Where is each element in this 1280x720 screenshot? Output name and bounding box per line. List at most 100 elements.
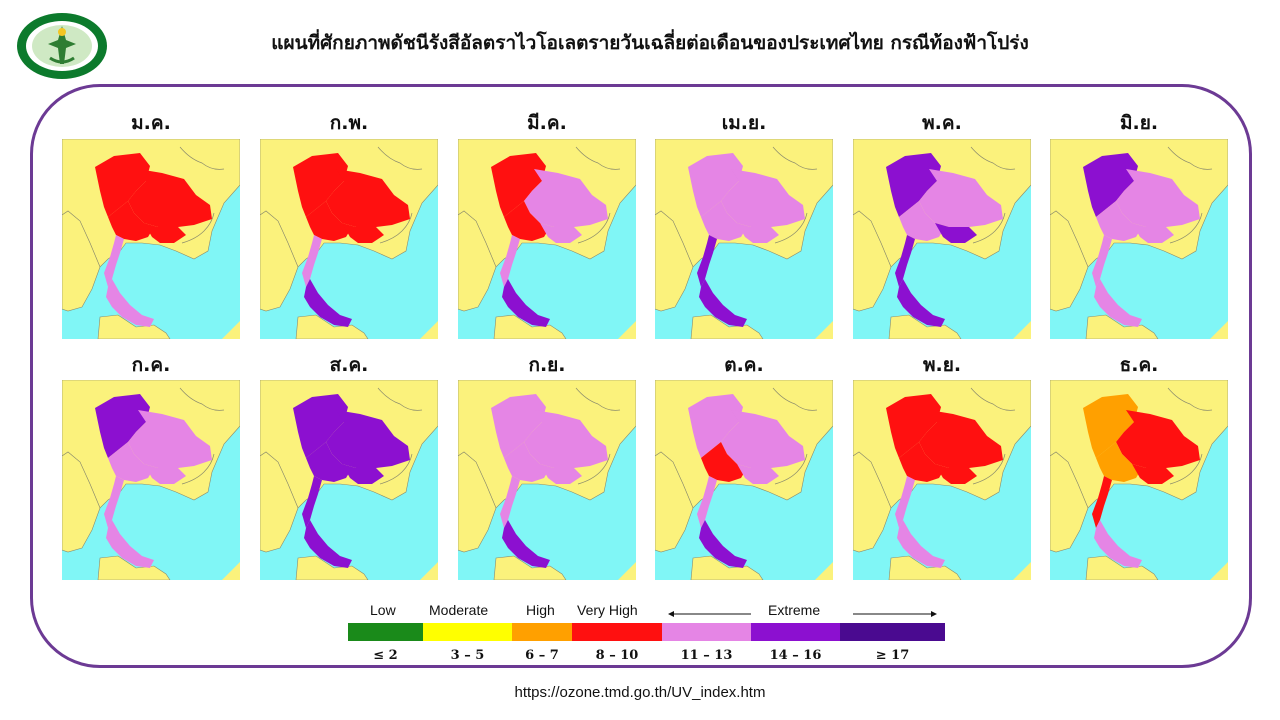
island-land: [1013, 562, 1031, 580]
month-label: พ.ค.: [922, 112, 962, 134]
uv-zone-northeast: [919, 169, 1003, 227]
uv-zone-east: [935, 464, 977, 484]
neighbor-land-west: [458, 210, 497, 312]
uv-map: [62, 139, 240, 339]
island-land: [420, 321, 438, 339]
neighbor-land-west: [458, 451, 497, 553]
border-line: [181, 453, 215, 485]
uv-map: [853, 380, 1031, 580]
maps-frame: [30, 84, 1252, 668]
uv-zone-north: [293, 394, 348, 458]
border-line: [772, 387, 818, 411]
border-line: [577, 453, 611, 485]
uv-zone-northeast: [721, 410, 805, 468]
neighbor-land-south: [1085, 314, 1159, 339]
uv-zone-central: [306, 442, 352, 482]
uv-zone-upper_south: [104, 476, 124, 528]
legend-range-label: 3 – 5: [450, 648, 485, 663]
uv-map: [458, 139, 636, 339]
border-line: [379, 212, 413, 244]
uv-zone-east: [1132, 223, 1174, 243]
uv-map: [260, 380, 438, 580]
extreme-right-arrow: →: [852, 609, 938, 619]
uv-map: [1050, 139, 1228, 339]
uv-zone-upper_south: [500, 476, 520, 528]
uv-zone-northeast: [919, 410, 1003, 468]
uv-map: [1050, 380, 1228, 580]
neighbor-land-south: [888, 314, 962, 339]
border-line: [1169, 453, 1203, 485]
island-land: [815, 562, 833, 580]
uv-zone-northeast: [1116, 410, 1200, 468]
uv-zone-central: [701, 201, 747, 241]
legend-swatch: [840, 623, 945, 641]
uv-zone-upper_south: [697, 235, 717, 287]
border-line: [970, 146, 1016, 170]
neighbor-land-south: [97, 555, 171, 580]
uv-zone-upper_south: [104, 235, 124, 287]
legend-swatch: [572, 623, 662, 641]
neighbor-land-south: [888, 555, 962, 580]
uv-zone-north: [95, 153, 150, 217]
uv-zone-upper_south: [1092, 235, 1112, 287]
border-line: [1167, 387, 1213, 411]
border-line: [179, 387, 225, 411]
uv-zone-lower_south: [502, 520, 550, 568]
neighbor-land-west: [62, 210, 101, 312]
neighbor-land-west: [260, 210, 299, 312]
uv-zone-northeast: [326, 410, 410, 468]
uv-zone-north: [688, 394, 743, 458]
uv-zone-northeast: [524, 410, 608, 468]
neighbor-land-west: [655, 451, 694, 553]
uv-zone-upper_south: [895, 476, 915, 528]
uv-zone-northeast: [524, 169, 608, 227]
legend-swatch: [662, 623, 751, 641]
uv-map: [260, 139, 438, 339]
border-line: [1167, 146, 1213, 170]
legend-color-bar: [348, 623, 945, 641]
uv-zone-central: [1096, 442, 1142, 482]
border-line: [379, 453, 413, 485]
month-label: พ.ย.: [922, 354, 962, 376]
uv-zone-east: [737, 464, 779, 484]
uv-zone-north: [491, 394, 546, 458]
border-line: [377, 146, 423, 170]
uv-zone-upper_south: [500, 235, 520, 287]
uv-zone-northeast: [721, 169, 805, 227]
island-land: [1210, 562, 1228, 580]
neighbor-land-west: [655, 210, 694, 312]
uv-zone-central: [899, 442, 945, 482]
month-label: ก.พ.: [329, 112, 369, 134]
border-line: [575, 146, 621, 170]
island-land: [1013, 321, 1031, 339]
uv-zone-northeast: [128, 410, 212, 468]
uv-zone-east: [540, 223, 582, 243]
neighbor-land-west: [1050, 451, 1089, 553]
uv-zone-north: [1083, 394, 1138, 458]
neighbor-land-south: [493, 314, 567, 339]
uv-zone-upper_south: [302, 476, 322, 528]
month-label: ส.ค.: [329, 354, 369, 376]
uv-zone-lower_south: [106, 279, 154, 327]
border-line: [575, 387, 621, 411]
uv-zone-lower_south: [304, 279, 352, 327]
legend-range-label: 14 – 16: [769, 648, 822, 663]
uv-zone-central: [899, 201, 945, 241]
legend-label-moderate: Moderate: [429, 602, 489, 618]
legend-label-very-high: Very High: [577, 602, 638, 618]
neighbor-land-west: [62, 451, 101, 553]
uv-zone-northeast: [1116, 169, 1200, 227]
uv-zone-lower_south: [502, 279, 550, 327]
neighbor-land-south: [1085, 555, 1159, 580]
island-land: [222, 562, 240, 580]
uv-zone-upper_south: [895, 235, 915, 287]
island-land: [618, 562, 636, 580]
uv-zone-north: [1083, 153, 1138, 217]
month-label: ธ.ค.: [1119, 354, 1159, 376]
legend-range-label: 8 – 10: [595, 648, 639, 663]
island-land: [420, 562, 438, 580]
uv-zone-east: [342, 464, 384, 484]
border-line: [179, 146, 225, 170]
month-label: เม.ย.: [721, 112, 767, 134]
neighbor-land-south: [690, 555, 764, 580]
